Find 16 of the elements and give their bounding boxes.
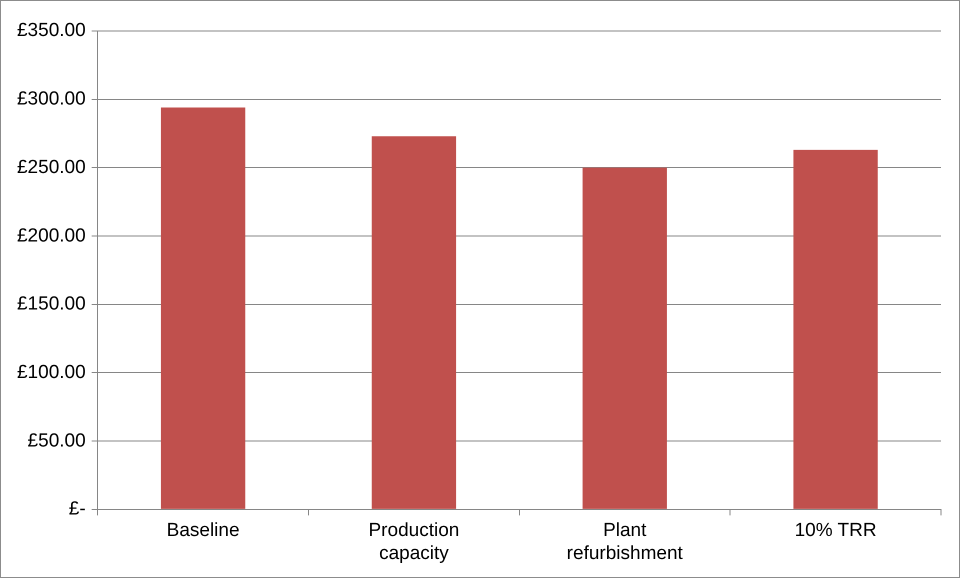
x-tick-label: 10% TRR xyxy=(794,520,877,542)
x-tick-label: Production capacity xyxy=(368,520,460,564)
y-tick-label: £50.00 xyxy=(28,430,86,452)
y-tick-label: £350.00 xyxy=(16,20,86,42)
bar xyxy=(582,168,667,509)
x-tick-label: Baseline xyxy=(166,520,240,542)
bar xyxy=(160,108,246,509)
y-tick-label: £200.00 xyxy=(16,225,86,246)
bar xyxy=(793,150,878,509)
y-tick-label: £150.00 xyxy=(16,294,86,315)
y-tick-label: £100.00 xyxy=(16,362,86,383)
y-tick-label: £250.00 xyxy=(16,156,86,178)
bar xyxy=(372,136,456,509)
x-tick-label: Plant refurbishment xyxy=(566,520,684,564)
y-tick-label: £300.00 xyxy=(16,88,86,110)
y-tick-label: £- xyxy=(68,498,86,520)
